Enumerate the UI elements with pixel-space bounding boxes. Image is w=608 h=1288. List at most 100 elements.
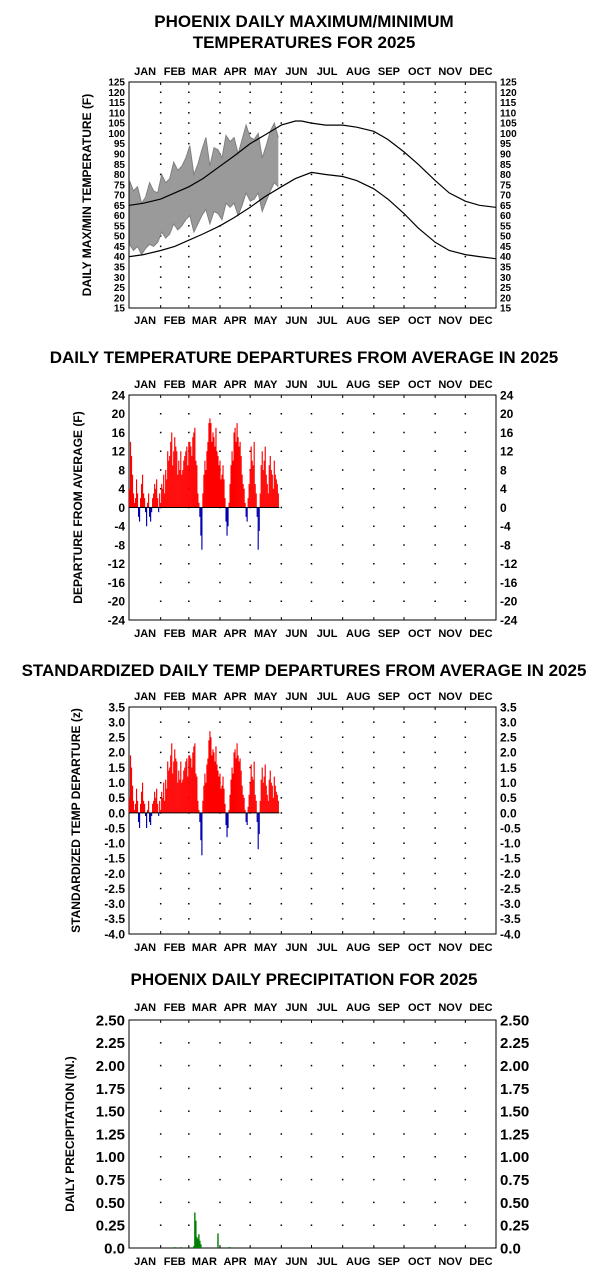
chart4-month-top-sep: SEP <box>378 1002 400 1014</box>
chart2-bar <box>128 488 131 508</box>
chart2-month-bottom-may: MAY <box>254 628 278 640</box>
chart2-ytick-left: -20 <box>108 595 126 609</box>
chart4-ytick-right: 0.25 <box>500 1218 529 1235</box>
chart4-month-bottom-dec: DEC <box>469 1256 492 1268</box>
chart2-bar <box>187 465 189 508</box>
chart1-ytick-left: 35 <box>114 263 126 274</box>
chart2-bar <box>269 455 271 508</box>
chart3-bar <box>132 800 135 813</box>
chart3-bar <box>253 761 255 813</box>
chart2-bar <box>246 507 248 522</box>
chart2-bar <box>275 479 277 508</box>
chart2-bar <box>202 493 204 508</box>
chart1-ytick-right: 125 <box>500 78 517 89</box>
chart2-month-bottom-jan: JAN <box>134 628 156 640</box>
chart2-bar <box>139 498 142 508</box>
chart3-bar <box>274 785 276 813</box>
chart2-bar <box>224 498 226 508</box>
chart4-ylabel: DAILY PRECIPITATION (IN.) <box>63 1056 77 1212</box>
chart4-ytick-right: 2.50 <box>500 1012 529 1029</box>
chart2-bar <box>158 507 160 513</box>
chart3-bar <box>207 758 209 813</box>
chart2-bar <box>232 460 234 508</box>
chart2-bar <box>266 484 268 508</box>
chart3-month-bottom-oct: OCT <box>408 942 432 954</box>
chart1-month-bottom-oct: OCT <box>408 315 432 327</box>
chart2-bar <box>265 474 267 508</box>
chart2-bar <box>138 507 141 522</box>
chart3-bar <box>226 812 228 838</box>
chart2-bar <box>184 455 186 508</box>
chart3-ytick-left: -1.0 <box>104 837 125 851</box>
chart4-bar <box>196 1237 198 1248</box>
chart3-bar <box>230 779 232 813</box>
chart3-ytick-left: 2.0 <box>108 746 125 760</box>
chart2-bar <box>194 427 196 508</box>
chart2-bar <box>192 437 194 508</box>
chart2-month-top-apr: APR <box>223 379 246 391</box>
chart3-bar <box>267 800 269 813</box>
chart3-bar <box>276 794 278 813</box>
chart3-bar <box>162 797 164 813</box>
chart1-month-top-jul: JUL <box>317 66 338 78</box>
chart3-bar <box>212 749 214 813</box>
chart3-bar <box>254 794 256 813</box>
chart2-ytick-left: -12 <box>108 557 126 571</box>
chart4-month-top-jul: JUL <box>317 1002 338 1014</box>
chart2-month-top-oct: OCT <box>408 379 432 391</box>
chart2-bar <box>176 451 178 508</box>
chart2-bar <box>173 451 175 508</box>
chart1-ytick-left: 70 <box>114 191 126 202</box>
chart2-month-top-jan: JAN <box>134 379 156 391</box>
chart3-bar <box>266 794 268 813</box>
chart2-bar <box>205 470 207 508</box>
chart3-ytick-right: -2.0 <box>500 867 521 881</box>
chart3-month-bottom-jul: JUL <box>317 942 338 954</box>
chart1-month-top-nov: NOV <box>438 66 463 78</box>
chart4-month-top-dec: DEC <box>469 1002 492 1014</box>
chart3-bar <box>202 800 204 813</box>
chart2-bar <box>236 423 238 508</box>
chart2-month-bottom-feb: FEB <box>164 628 186 640</box>
chart2-bar <box>150 507 152 522</box>
chart2-bar <box>206 451 208 508</box>
chart2-month-top-aug: AUG <box>346 379 370 391</box>
chart2-bar <box>261 451 263 508</box>
chart3-bar <box>198 809 200 813</box>
chart4-bar <box>195 1220 197 1248</box>
chart3-bar <box>236 743 238 813</box>
chart2-bar <box>267 493 269 508</box>
chart4-bar <box>217 1233 219 1248</box>
chart2-ytick-left: 4 <box>118 482 125 496</box>
chart1-ytick-left: 60 <box>114 211 126 222</box>
chart3-bar <box>148 800 150 813</box>
chart4-bar <box>229 1247 231 1248</box>
chart4-ytick-right: 0.50 <box>500 1195 529 1212</box>
chart3-month-top-jun: JUN <box>285 691 307 703</box>
chart3-month-bottom-aug: AUG <box>346 942 370 954</box>
chart4-grid <box>159 1020 467 1248</box>
chart1-ytick-left: 20 <box>114 293 126 304</box>
chart2-bar <box>221 474 223 508</box>
chart2-month-bottom-apr: APR <box>223 628 246 640</box>
chart2-month-top-nov: NOV <box>438 379 463 391</box>
chart4-month-top-mar: MAR <box>192 1002 217 1014</box>
chart3-bar <box>184 767 186 813</box>
chart4-bar <box>194 1212 196 1248</box>
chart3-bar <box>128 797 131 813</box>
chart2-bar <box>208 423 210 508</box>
chart1-month-top-aug: AUG <box>346 66 370 78</box>
chart2-bar <box>238 446 240 508</box>
chart3-bar <box>257 812 259 850</box>
chart2-title: DAILY TEMPERATURE DEPARTURES FROM AVERAG… <box>49 348 559 367</box>
chart3-ytick-left: 3.0 <box>108 715 125 729</box>
chart3-bar <box>269 770 271 813</box>
chart2-month-top-sep: SEP <box>378 379 400 391</box>
chart3-bar <box>231 767 233 813</box>
chart2-bar <box>211 441 213 508</box>
chart3-ytick-left: 1.0 <box>108 776 125 790</box>
chart1-ytick-left: 100 <box>108 129 125 140</box>
chart2-bar <box>212 432 214 508</box>
chart3-ytick-right: 1.5 <box>500 761 517 775</box>
